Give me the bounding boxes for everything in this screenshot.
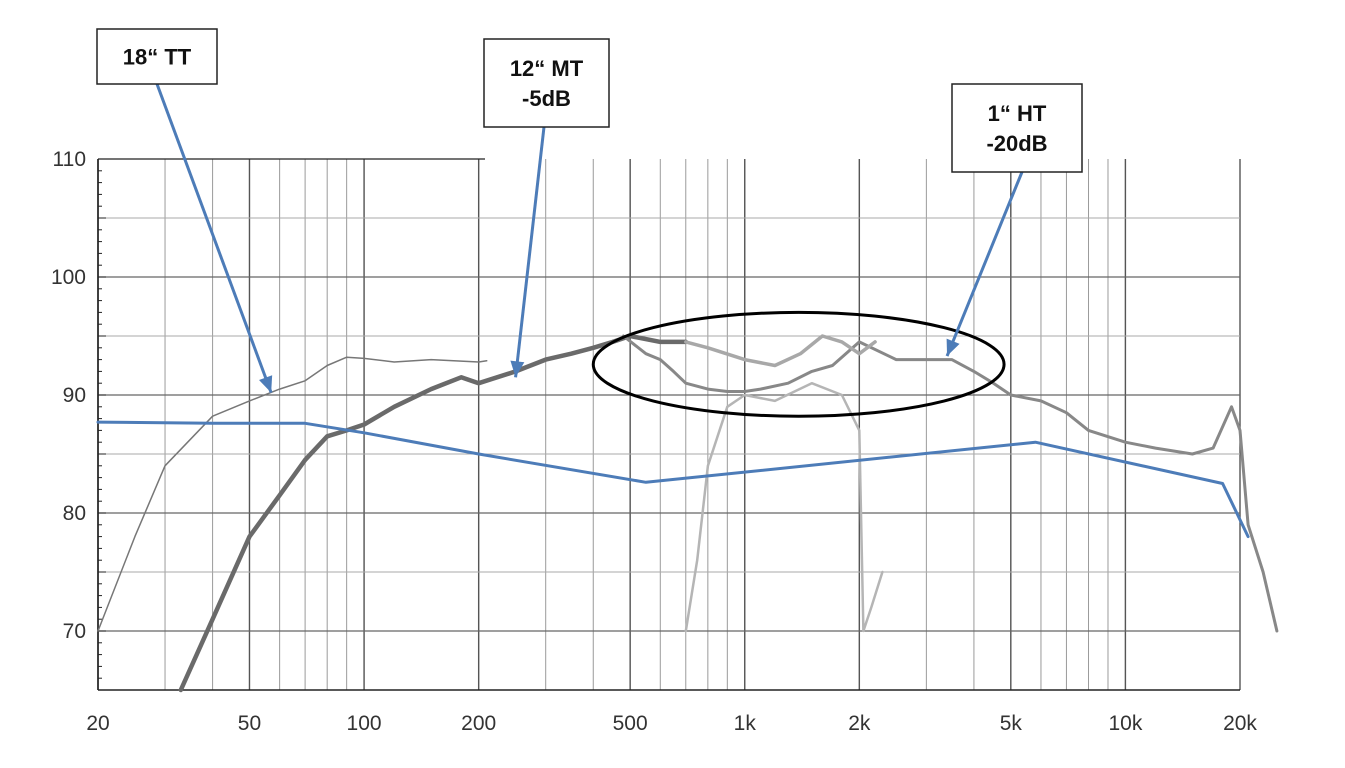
callout-box (951, 83, 1083, 173)
x-tick-label: 500 (613, 712, 648, 735)
series-line-4 (684, 381, 884, 633)
callout-arrow-head (259, 375, 273, 393)
y-tick-label: 80 (63, 502, 86, 525)
x-tick-label: 200 (461, 712, 496, 735)
highlight-layer (591, 310, 1006, 418)
y-tick-label: 110 (53, 148, 86, 171)
series-line-1 (97, 356, 488, 632)
x-tick-label: 20k (1223, 712, 1257, 735)
series-line-6 (96, 420, 1250, 539)
series-line-3 (621, 334, 1279, 633)
x-tick-label: 20 (86, 712, 109, 735)
callout-label: 1“ HT (988, 101, 1047, 126)
series-line-5 (684, 334, 877, 368)
highlight-ellipse (591, 310, 1006, 418)
callout-box (96, 28, 218, 85)
x-tick-label: 50 (238, 712, 261, 735)
x-tick-label: 5k (1000, 712, 1023, 735)
grid (97, 159, 1241, 690)
y-tick-label: 70 (63, 620, 86, 643)
x-tick-label: 10k (1108, 712, 1142, 735)
callout-arrow-head (946, 338, 960, 357)
y-tick-label: 90 (63, 384, 86, 407)
x-tick-label: 2k (848, 712, 871, 735)
callout-layer: 18“ TT 12“ MT -5dB 1“ HT -20dB (96, 28, 1083, 394)
series-layer (96, 333, 1279, 693)
callout-label: -5dB (522, 86, 571, 111)
callout-arrow-head (510, 360, 525, 378)
callout-arrow-line (945, 171, 1024, 357)
callout-arrow-line (514, 126, 546, 378)
y-tick-label: 100 (51, 266, 86, 289)
callout-box (483, 38, 610, 128)
callout-label: -20dB (986, 131, 1047, 156)
x-tick-label: 1k (734, 712, 757, 735)
callout-arrow-line (155, 83, 273, 394)
x-tick-label: 100 (347, 712, 382, 735)
callout-label: 18“ TT (123, 45, 192, 70)
axes: 70 80 90 100 110 20 50 100 200 500 1k 2k 5k 10k 20k (51, 148, 1257, 735)
callout-label: 12“ MT (510, 56, 584, 81)
